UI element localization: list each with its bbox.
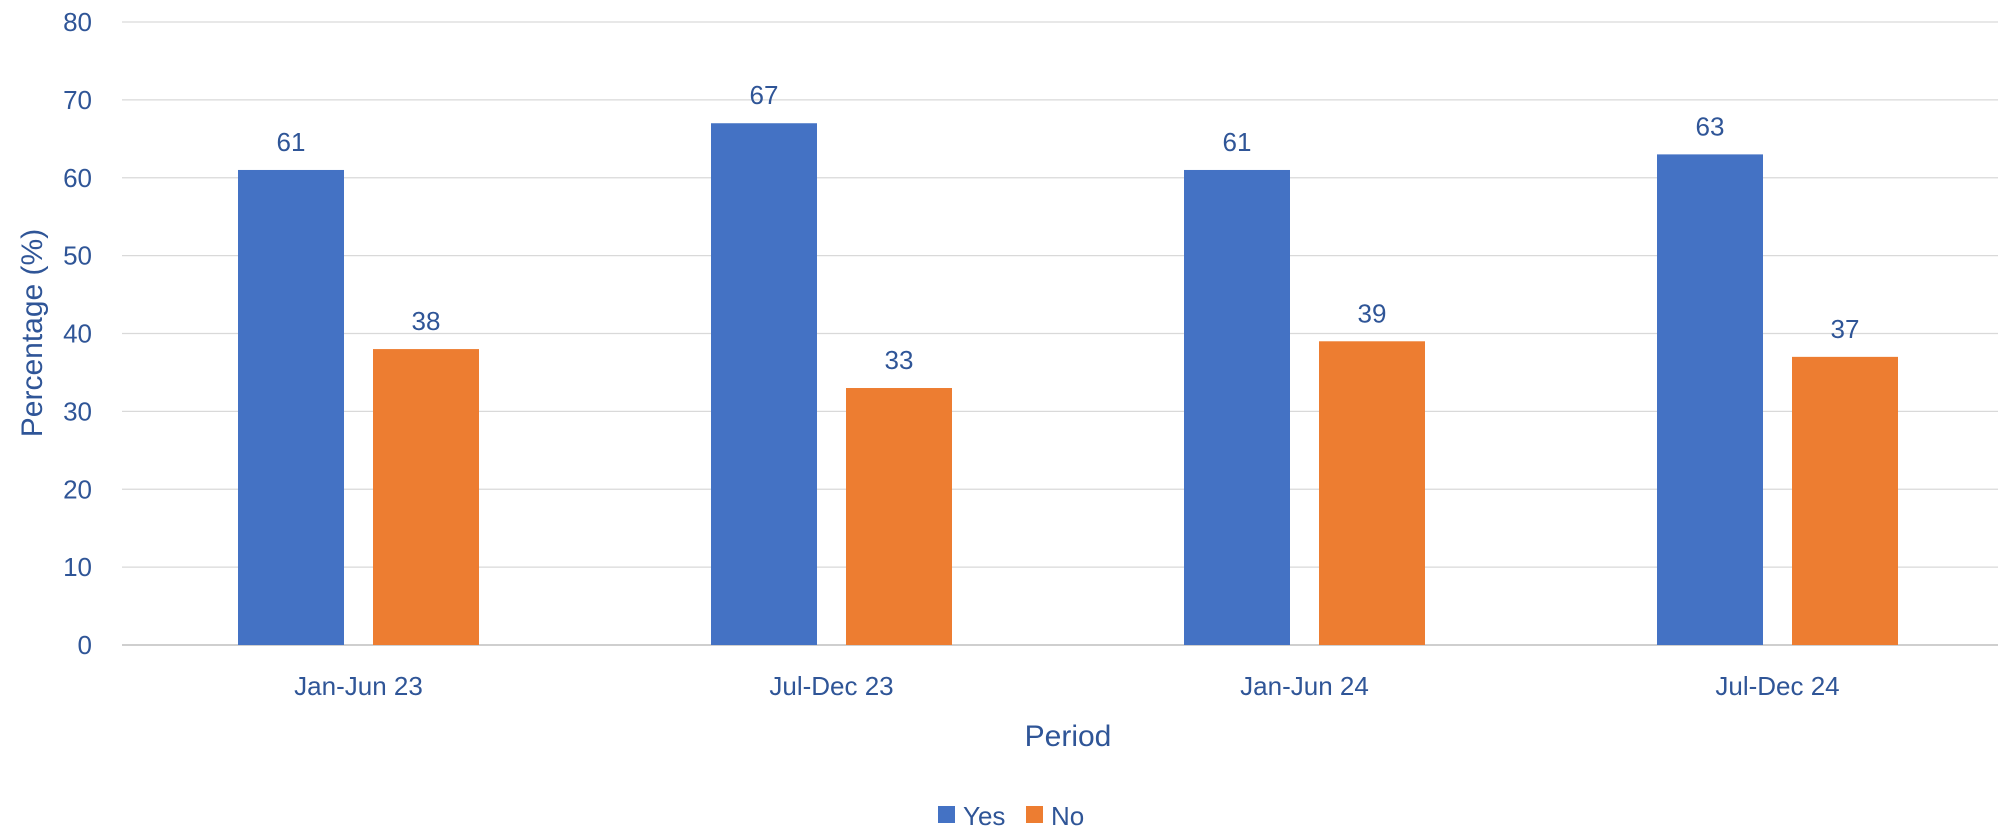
y-tick-label: 60 <box>63 163 92 193</box>
x-tick-label: Jul-Dec 24 <box>1715 671 1839 701</box>
bar-yes <box>238 169 344 645</box>
legend-swatch-no <box>1026 806 1043 823</box>
legend-label-no: No <box>1051 801 1084 831</box>
data-label: 39 <box>1358 298 1387 328</box>
data-label: 67 <box>750 80 779 110</box>
y-tick-label: 50 <box>63 241 92 271</box>
data-label: 61 <box>277 127 306 157</box>
data-label: 61 <box>1223 127 1252 157</box>
x-axis-title: Period <box>1025 720 1112 753</box>
data-label: 38 <box>412 306 441 336</box>
x-tick-label: Jul-Dec 23 <box>769 671 893 701</box>
bar-yes <box>1184 169 1290 645</box>
bars <box>238 123 1898 646</box>
legend: Yes No <box>938 801 1084 831</box>
y-tick-label: 0 <box>78 630 92 660</box>
bar-yes <box>1657 154 1763 645</box>
x-tick-label: Jan-Jun 23 <box>294 671 423 701</box>
y-axis-ticks: 0 10 20 30 40 50 60 70 80 <box>63 7 92 660</box>
bar-no <box>373 349 479 645</box>
y-tick-label: 70 <box>63 85 92 115</box>
x-axis-ticks: Jan-Jun 23 Jul-Dec 23 Jan-Jun 24 Jul-Dec 24 <box>294 671 1839 701</box>
y-tick-label: 20 <box>63 474 92 504</box>
data-labels: 61 38 67 33 61 39 63 37 <box>277 80 1860 375</box>
y-axis-title: Percentage (%) <box>16 229 49 437</box>
data-label: 37 <box>1831 314 1860 344</box>
data-label: 63 <box>1696 111 1725 141</box>
bar-no <box>846 388 952 645</box>
bar-no <box>1792 356 1898 645</box>
legend-label-yes: Yes <box>963 801 1005 831</box>
y-tick-label: 10 <box>63 552 92 582</box>
bar-no <box>1319 341 1425 645</box>
data-label: 33 <box>885 345 914 375</box>
x-tick-label: Jan-Jun 24 <box>1240 671 1369 701</box>
y-tick-label: 40 <box>63 319 92 349</box>
y-tick-label: 30 <box>63 396 92 426</box>
bar-yes <box>711 123 817 646</box>
legend-swatch-yes <box>938 806 955 823</box>
y-tick-label: 80 <box>63 7 92 37</box>
